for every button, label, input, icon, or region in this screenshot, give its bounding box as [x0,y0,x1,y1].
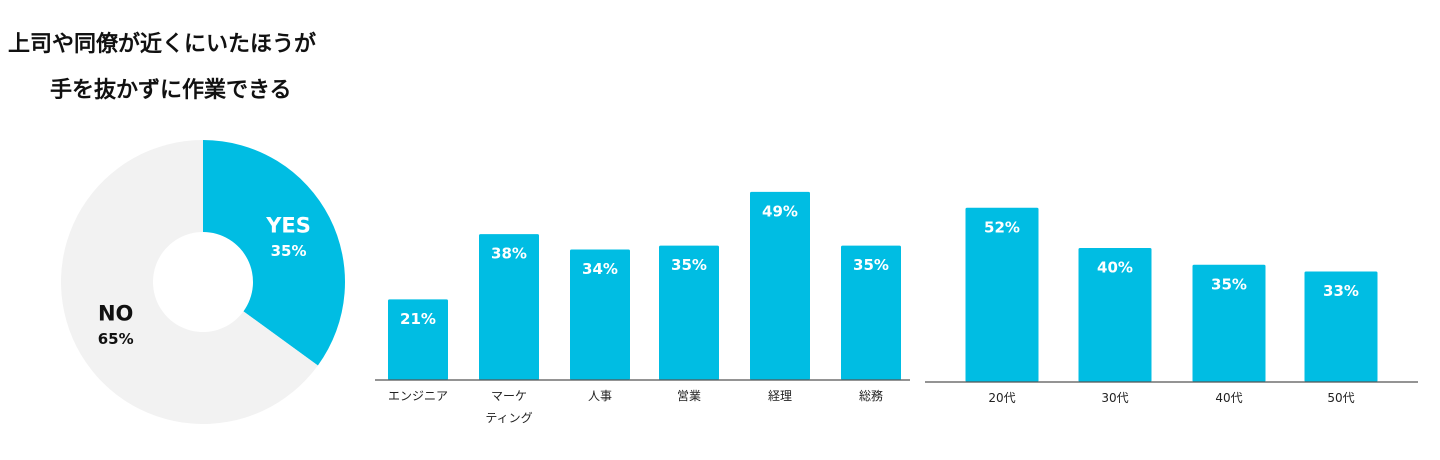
bar [388,299,448,380]
bar [1304,271,1378,382]
bar [965,207,1039,382]
slice-label: NO [98,301,133,325]
bar [479,234,539,380]
x-tick-label: 営業 [676,389,701,403]
bar-value-label: 35% [671,256,707,274]
donut-slice [203,140,345,366]
bar-value-label: 35% [853,256,889,274]
bar-value-label: 21% [400,310,436,328]
bar [659,245,719,380]
bar-value-label: 52% [984,218,1020,236]
slice-value: 65% [98,330,134,348]
bar-value-label: 35% [1211,275,1247,293]
bar-value-label: 40% [1097,259,1133,277]
bar [841,245,901,380]
bar-value-label: 34% [582,260,618,278]
slice-value: 35% [271,242,307,260]
bar-value-label: 33% [1323,282,1359,300]
x-tick-label: 50代 [1327,391,1355,405]
x-tick-label: 30代 [1101,391,1129,405]
title-line: 上司や同僚が近くにいたほうが [8,32,317,57]
bar-value-label: 38% [491,245,527,263]
x-tick-label: 人事 [587,389,612,403]
donut-slice [60,139,318,424]
bar [1192,264,1266,382]
bar [750,191,810,380]
title-line: 手を抜かずに作業できる [50,78,292,103]
slice-label: YES [265,213,311,237]
x-tick-label: エンジニア [387,389,448,403]
x-tick-label: 総務 [858,389,883,403]
bar [570,249,630,380]
x-tick-label: マーケ ティング [485,389,533,425]
x-tick-label: 経理 [767,389,792,403]
x-tick-label: 20代 [988,391,1016,405]
x-tick-label: 40代 [1215,391,1243,405]
bar-value-label: 49% [762,202,798,220]
bar [1078,248,1152,382]
